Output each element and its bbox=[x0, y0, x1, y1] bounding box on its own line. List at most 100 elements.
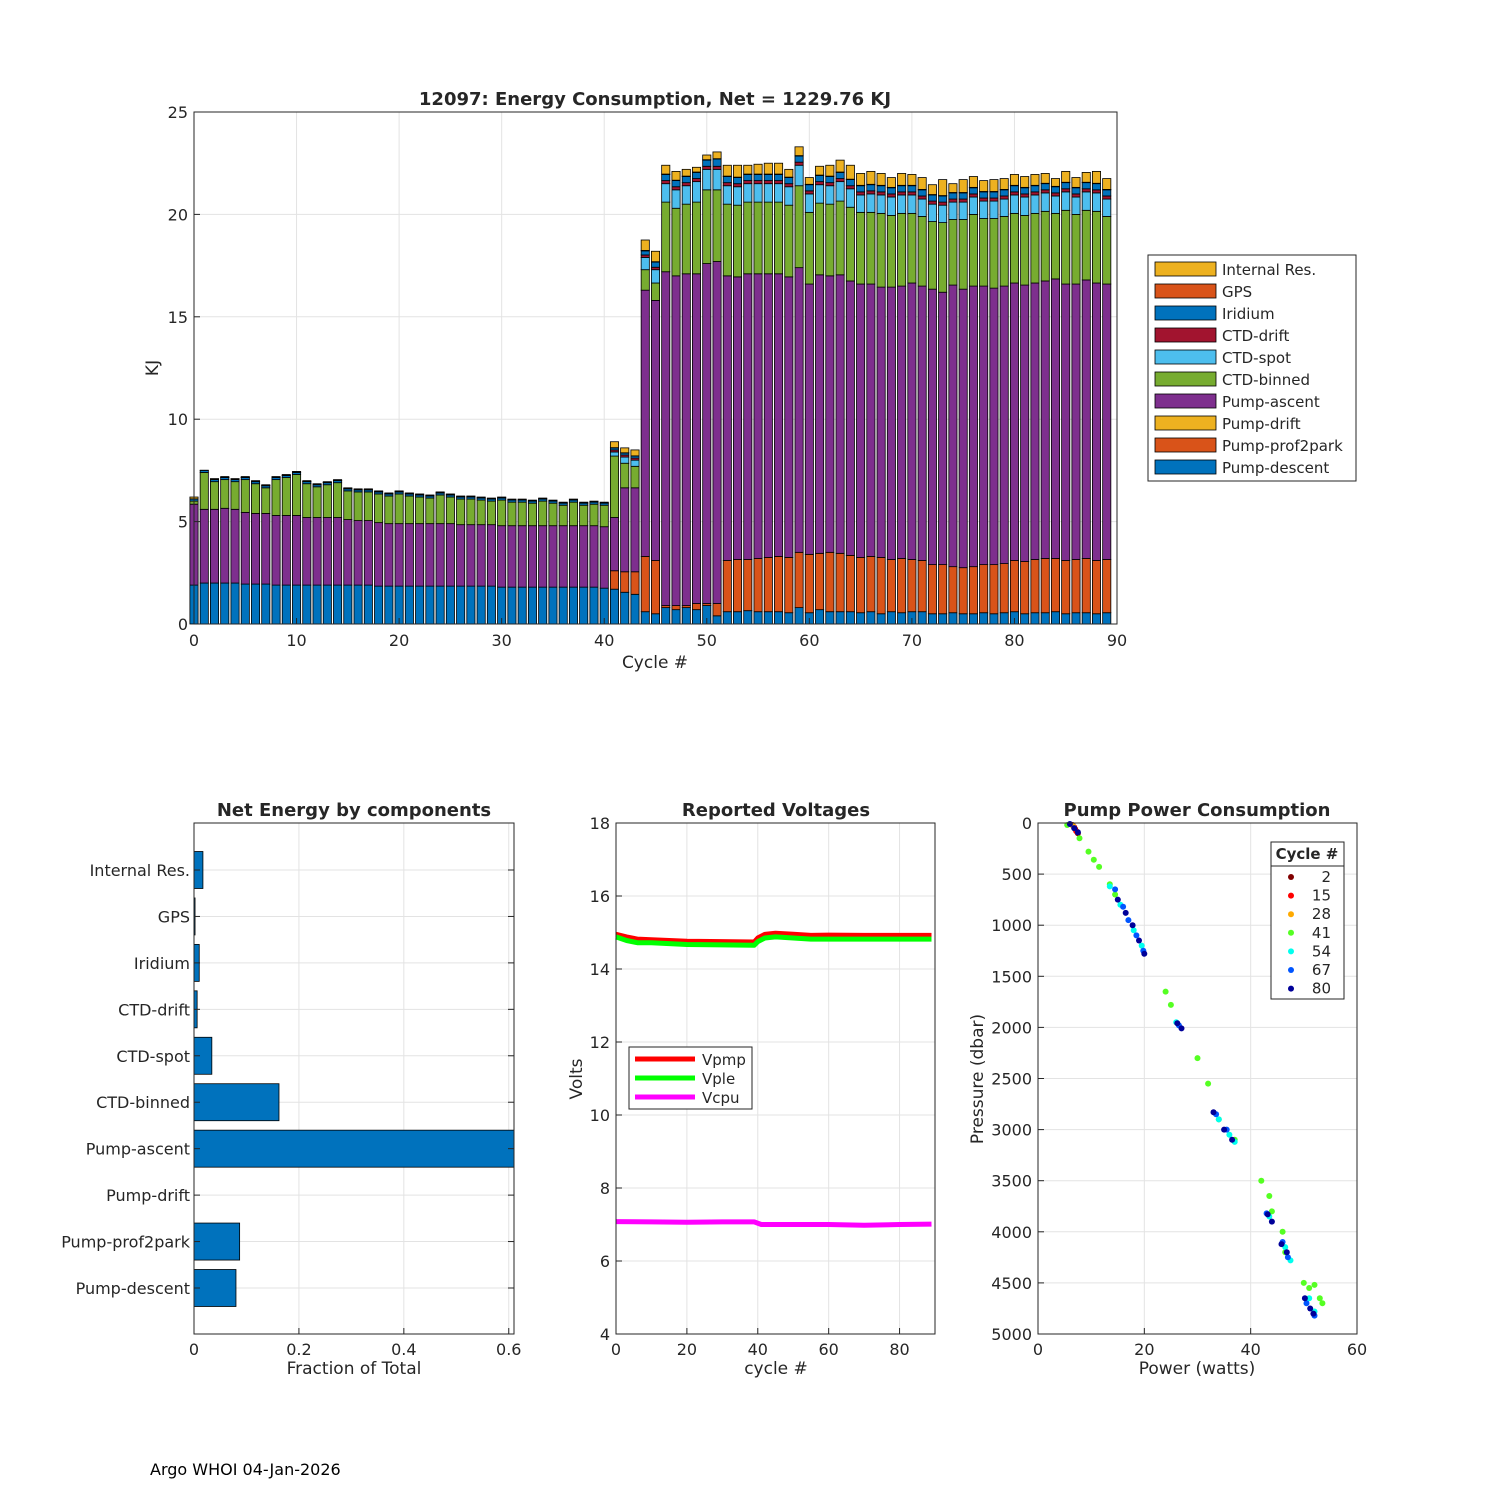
energy-bar-segment bbox=[609, 455, 619, 518]
pump-xtick-label: 60 bbox=[1347, 1340, 1367, 1359]
energy-bar-segment bbox=[866, 184, 876, 192]
energy-bar-segment bbox=[220, 479, 230, 509]
energy-bar-segment bbox=[845, 206, 855, 282]
energy-bar-segment bbox=[1091, 183, 1101, 191]
volts-ytick-label: 4 bbox=[600, 1325, 610, 1344]
energy-bar-segment bbox=[1030, 194, 1040, 214]
energy-bar-segment bbox=[507, 501, 517, 527]
energy-bar-segment bbox=[568, 525, 578, 588]
energy-bar-segment bbox=[692, 201, 702, 275]
energy-bar-segment bbox=[999, 189, 1009, 197]
energy-bar-segment bbox=[763, 557, 773, 613]
energy-bar-segment bbox=[733, 276, 743, 560]
energy-bar-segment bbox=[907, 559, 917, 613]
energy-bar-segment bbox=[876, 557, 886, 615]
energy-bar-segment bbox=[835, 274, 845, 554]
energy-bar-segment bbox=[835, 552, 845, 613]
energy-bar-segment bbox=[1081, 182, 1091, 190]
net-chart: 0 0.2 0.4 0.6 Internal Res. GPS Iridium CTD-dri… bbox=[61, 800, 521, 1379]
energy-bar-segment bbox=[261, 513, 271, 585]
energy-bar-segment bbox=[374, 490, 384, 493]
energy-ytick-label: 25 bbox=[168, 103, 188, 122]
pump-chart: 0 20 40 60 0 500 1000 1500 2000 2500 3000 3500 4000 4… bbox=[968, 800, 1367, 1379]
energy-bar-segment bbox=[886, 193, 896, 198]
pump-xlabel: Power (watts) bbox=[1139, 1359, 1256, 1379]
energy-bar-segment bbox=[568, 501, 578, 527]
energy-bar-segment bbox=[1071, 283, 1081, 560]
energy-bar-segment bbox=[1061, 209, 1071, 285]
energy-bar-segment bbox=[692, 609, 702, 625]
energy-bar-segment bbox=[958, 613, 968, 625]
pump-ytick-label: 3000 bbox=[991, 1121, 1032, 1140]
energy-bar-segment bbox=[661, 183, 671, 203]
volts-axes-box bbox=[615, 822, 936, 1335]
energy-bar-segment bbox=[650, 261, 661, 268]
energy-bar-segment bbox=[825, 164, 835, 177]
energy-bar-segment bbox=[445, 496, 455, 525]
energy-bar-segment bbox=[1009, 191, 1019, 196]
energy-bar-segment bbox=[815, 552, 825, 611]
energy-legend-swatch bbox=[1154, 327, 1217, 343]
net-xtick-label: 0.4 bbox=[391, 1340, 416, 1359]
energy-bar-segment bbox=[661, 607, 671, 625]
energy-bar-segment bbox=[948, 201, 958, 220]
energy-bar-segment bbox=[220, 476, 230, 478]
energy-bar-segment bbox=[681, 182, 691, 187]
energy-ytick-label: 20 bbox=[168, 205, 188, 224]
energy-bar-segment bbox=[251, 480, 261, 482]
energy-bar-segment bbox=[907, 282, 917, 560]
energy-bar-segment bbox=[671, 207, 681, 277]
energy-bar-segment bbox=[886, 215, 896, 288]
energy-bar-segment bbox=[1020, 193, 1030, 198]
energy-bar-segment bbox=[322, 481, 332, 483]
energy-bar-segment bbox=[989, 218, 999, 289]
pump-point bbox=[1268, 1218, 1275, 1225]
energy-bar-segment bbox=[1071, 193, 1081, 198]
energy-bar-segment bbox=[692, 603, 702, 611]
energy-bar-segment bbox=[1050, 178, 1060, 187]
energy-xtick-label: 80 bbox=[1004, 631, 1024, 650]
energy-bar-segment bbox=[722, 185, 732, 205]
energy-bar-segment bbox=[886, 559, 896, 613]
energy-bar-segment bbox=[866, 211, 876, 285]
energy-bar-segment bbox=[435, 491, 445, 494]
energy-bar-segment bbox=[384, 495, 394, 525]
energy-bar-segment bbox=[897, 191, 907, 196]
energy-bar-segment bbox=[415, 585, 425, 625]
pump-point bbox=[1130, 927, 1137, 934]
energy-bar-segment bbox=[240, 583, 250, 625]
energy-bar-segment bbox=[743, 183, 753, 203]
energy-bar-segment bbox=[1040, 210, 1050, 282]
energy-bar-segment bbox=[620, 447, 630, 454]
pump-point bbox=[1162, 988, 1169, 995]
energy-bar-segment bbox=[1030, 212, 1040, 284]
energy-bar-segment bbox=[958, 192, 968, 200]
energy-bar-segment bbox=[815, 609, 825, 625]
energy-bar-segment bbox=[897, 173, 907, 186]
energy-bar-segment bbox=[230, 481, 240, 510]
energy-bar-segment bbox=[661, 271, 671, 606]
energy-bar-segment bbox=[876, 173, 886, 186]
energy-bar-segment bbox=[1030, 612, 1040, 625]
energy-bar-segment bbox=[763, 162, 773, 175]
pump-point bbox=[1310, 1310, 1317, 1317]
energy-bar-segment bbox=[517, 501, 527, 527]
energy-bar-segment bbox=[733, 186, 743, 206]
net-title: Net Energy by components bbox=[217, 800, 491, 821]
energy-bar-segment bbox=[620, 591, 630, 625]
energy-bar-segment bbox=[343, 490, 353, 520]
energy-bar-segment bbox=[845, 185, 855, 190]
energy-bar-segment bbox=[917, 560, 927, 613]
energy-legend-swatch bbox=[1154, 459, 1217, 475]
energy-bar-segment bbox=[979, 180, 989, 192]
energy-bar-segment bbox=[927, 564, 937, 615]
energy-bar-segment bbox=[486, 524, 496, 587]
energy-bar-segment bbox=[1071, 559, 1081, 614]
pump-legend-marker bbox=[1288, 874, 1294, 880]
energy-bar-segment bbox=[866, 556, 876, 613]
energy-bar-segment bbox=[866, 170, 876, 185]
energy-bar-segment bbox=[1081, 612, 1091, 625]
energy-bar-segment bbox=[1061, 613, 1071, 625]
energy-legend-label: Pump-drift bbox=[1222, 415, 1301, 433]
energy-bar-segment bbox=[866, 611, 876, 625]
